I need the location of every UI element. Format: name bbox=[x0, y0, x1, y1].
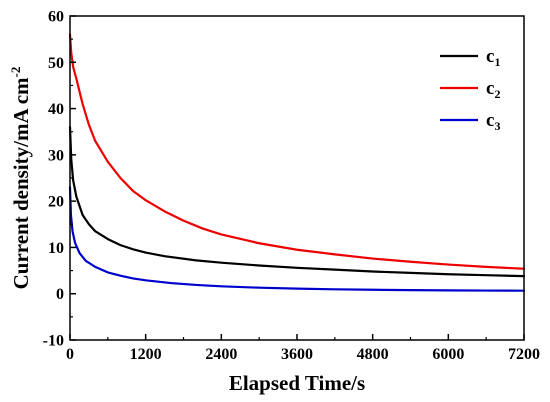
y-tick-label: 20 bbox=[48, 194, 64, 211]
y-tick-label: 30 bbox=[48, 147, 64, 164]
legend-label-c1: c1 bbox=[486, 46, 500, 69]
x-tick-label: 7200 bbox=[508, 346, 540, 363]
y-axis-title: Current density/mA cm-2 bbox=[8, 67, 33, 290]
x-tick-label: 6000 bbox=[432, 346, 464, 363]
y-tick-label: -10 bbox=[43, 333, 64, 350]
x-axis-title: Elapsed Time/s bbox=[229, 371, 365, 395]
y-tick-label: 10 bbox=[48, 240, 64, 257]
y-tick-label: 0 bbox=[56, 286, 64, 303]
y-axis-title-main: Current density/mA cm bbox=[9, 77, 33, 289]
y-tick-label: 60 bbox=[48, 9, 64, 26]
legend-label-c3: c3 bbox=[486, 110, 500, 133]
y-axis-title-superscript: -2 bbox=[8, 67, 23, 78]
plot-layer bbox=[68, 33, 526, 292]
legend: c1 c2 c3 bbox=[440, 46, 500, 133]
legend-label-c2: c2 bbox=[486, 78, 500, 101]
x-tick-label: 0 bbox=[66, 346, 74, 363]
x-tick-label: 4800 bbox=[357, 346, 389, 363]
series-line-c2 bbox=[68, 33, 526, 270]
x-tick-label: 1200 bbox=[130, 346, 162, 363]
series-line-c3 bbox=[68, 186, 526, 292]
y-tick-label: 40 bbox=[48, 101, 64, 118]
y-tick-label: 50 bbox=[48, 55, 64, 72]
series-line-c1 bbox=[68, 125, 526, 278]
x-tick-label: 2400 bbox=[205, 346, 237, 363]
x-tick-label: 3600 bbox=[281, 346, 313, 363]
ticks-layer: 0 1200 2400 3600 4800 6000 7200-10010203040506… bbox=[43, 9, 540, 364]
